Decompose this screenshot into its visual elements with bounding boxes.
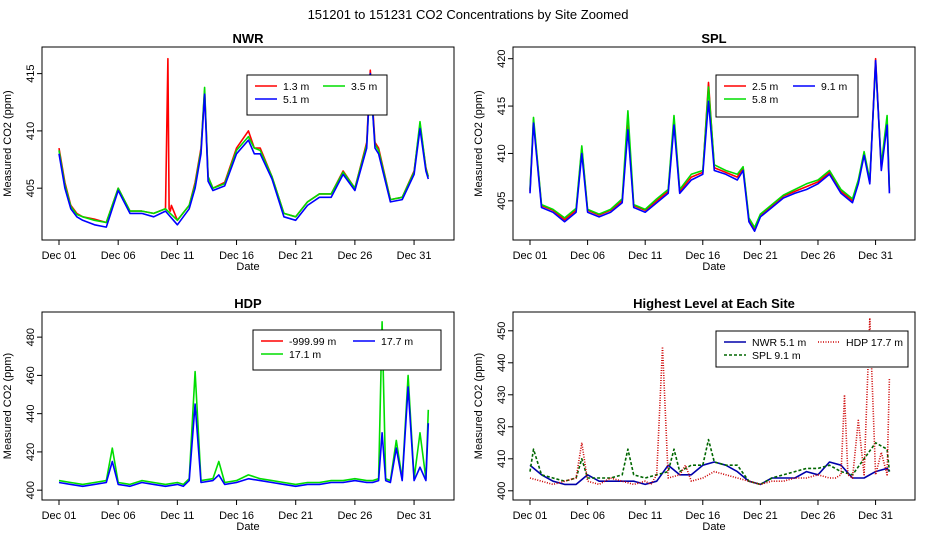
x-axis-label: Date [236, 521, 259, 533]
x-tick-label: Dec 26 [337, 250, 372, 262]
x-tick-label: Dec 06 [101, 250, 136, 262]
x-tick-label: Dec 01 [42, 510, 77, 522]
x-tick-label: Dec 21 [278, 250, 313, 262]
y-axis-label: Measured CO2 (ppm) [2, 353, 14, 459]
legend-label: 2.5 m [752, 81, 779, 93]
x-tick-label: Dec 26 [801, 250, 836, 262]
x-tick-label: Dec 11 [160, 510, 194, 522]
series-line-HDP-17.7-m [529, 317, 891, 486]
y-tick-label: 415 [25, 64, 37, 82]
x-tick-label: Dec 16 [219, 510, 254, 522]
x-tick-label: Dec 16 [219, 250, 254, 262]
x-tick-label: Dec 31 [858, 250, 893, 262]
legend-label: 5.1 m [283, 94, 310, 106]
panel-title: HDP [234, 296, 262, 311]
y-tick-label: 480 [25, 328, 37, 346]
x-tick-label: Dec 26 [801, 510, 836, 522]
x-axis-label: Date [702, 261, 725, 273]
x-tick-label: Dec 01 [42, 250, 77, 262]
legend: -999.99 m17.1 m 17.7 m [252, 329, 442, 371]
legend-label: 17.7 m [381, 336, 413, 348]
y-axis-label: Measured CO2 (ppm) [473, 90, 485, 196]
y-tick-label: 410 [25, 122, 37, 140]
plot-frame [512, 46, 916, 241]
legend-label: NWR 5.1 m [752, 337, 807, 349]
x-tick-label: Dec 06 [570, 510, 605, 522]
x-tick-label: Dec 11 [160, 250, 194, 262]
legend-box [252, 329, 442, 371]
y-tick-label: 420 [25, 443, 37, 461]
legend-label: SPL 9.1 m [752, 350, 801, 362]
chart-panel-hdp: HDP Dec 01 Dec 06 Dec 11 Dec 16 Dec 21 Dec 26 D… [2, 296, 455, 533]
chart-panel-spl: SPL Dec 01 Dec 06 Dec 11 Dec 16 Dec 21 Dec 26 D… [473, 31, 916, 273]
plot-frame [41, 46, 455, 241]
legend: 2.5 m5.8 m 9.1 m [715, 74, 859, 118]
y-axis-label: Measured CO2 (ppm) [473, 353, 485, 459]
legend-label: 3.5 m [351, 81, 378, 93]
x-tick-label: Dec 16 [685, 510, 720, 522]
y-tick-label: 410 [496, 450, 508, 468]
x-tick-label: Dec 31 [397, 510, 432, 522]
y-tick-label: 420 [496, 50, 508, 68]
x-tick-label: Dec 11 [628, 250, 662, 262]
legend-label: 5.8 m [752, 94, 779, 106]
legend: 1.3 m5.1 m 3.5 m [246, 74, 388, 116]
panel-title: NWR [232, 31, 264, 46]
y-tick-label: 440 [25, 404, 37, 422]
plot-frame [512, 311, 916, 501]
chart-panel-nwr: NWR Dec 01 Dec 06 Dec 11 Dec 16 Dec 21 Dec 26 D… [2, 31, 455, 273]
y-tick-label: 405 [25, 179, 37, 197]
chart-panel-highest-level-at-each-site: Highest Level at Each Site Dec 01 Dec 06 De… [473, 296, 916, 533]
x-tick-label: Dec 31 [858, 510, 893, 522]
y-tick-label: 440 [496, 354, 508, 372]
x-tick-label: Dec 21 [743, 250, 778, 262]
panel-title: SPL [701, 31, 726, 46]
series-line-17.7-m [58, 386, 430, 488]
x-tick-label: Dec 21 [743, 510, 778, 522]
y-tick-label: 460 [25, 366, 37, 384]
y-tick-label: 430 [496, 386, 508, 404]
x-tick-label: Dec 11 [628, 510, 662, 522]
series-line-NWR-5.1-m [529, 461, 891, 486]
x-axis-label: Date [236, 261, 259, 273]
legend-label: 9.1 m [821, 81, 848, 93]
legend-label: -999.99 m [289, 336, 337, 348]
x-tick-label: Dec 26 [337, 510, 372, 522]
legend-box [715, 74, 859, 118]
x-tick-label: Dec 31 [397, 250, 432, 262]
y-tick-label: 420 [496, 418, 508, 436]
panel-title: Highest Level at Each Site [633, 296, 795, 311]
x-axis-label: Date [702, 521, 725, 533]
y-tick-label: 410 [496, 144, 508, 162]
y-tick-label: 405 [496, 192, 508, 210]
plot-frame [41, 311, 455, 501]
y-tick-label: 400 [496, 482, 508, 500]
legend-label: 1.3 m [283, 81, 310, 93]
series-line-9.1-m [529, 59, 891, 232]
legend-box [246, 74, 388, 116]
x-tick-label: Dec 06 [101, 510, 136, 522]
x-tick-label: Dec 16 [685, 250, 720, 262]
y-tick-label: 415 [496, 97, 508, 115]
x-tick-label: Dec 06 [570, 250, 605, 262]
legend-box [715, 330, 909, 368]
series-line-5.1-m [58, 72, 430, 228]
legend-label: 17.1 m [289, 349, 321, 361]
x-tick-label: Dec 01 [513, 510, 548, 522]
y-tick-label: 400 [25, 481, 37, 499]
x-tick-label: Dec 01 [513, 250, 548, 262]
x-tick-label: Dec 21 [278, 510, 313, 522]
y-tick-label: 450 [496, 322, 508, 340]
main-title: 151201 to 151231 CO2 Concentrations by S… [308, 7, 629, 22]
legend-label: HDP 17.7 m [846, 337, 903, 349]
y-axis-label: Measured CO2 (ppm) [2, 90, 14, 196]
